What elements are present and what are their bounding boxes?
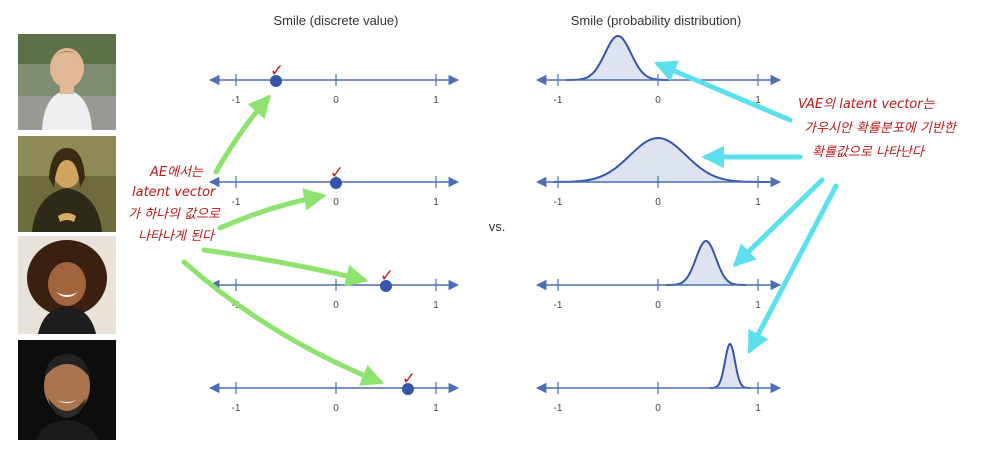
ae-note-line-4: 나타나게 된다 — [138, 229, 216, 244]
photo-man — [18, 340, 116, 440]
discrete-row3-data-point — [380, 280, 392, 292]
photo-mona-lisa — [18, 136, 116, 232]
girl-photo-icon — [18, 236, 116, 334]
discrete-row2-data-point — [330, 177, 342, 189]
cyan-arrow-4 — [747, 183, 839, 354]
green-arrows — [181, 94, 385, 386]
gaussian-row1-tick-label-0: -1 — [554, 95, 563, 106]
green-arrow-1 — [213, 94, 271, 175]
cyan-arrows — [653, 60, 839, 354]
gaussian-row3-tick-label-2: 1 — [755, 300, 761, 311]
gaussian-row4-tick-label-1: 0 — [655, 403, 661, 414]
green-arrow-4 — [181, 259, 385, 386]
discrete-row4-tick-label-1: 0 — [333, 403, 339, 414]
gaussian-row4-gaussian-fill — [710, 344, 750, 388]
ae-note: AE에서는 latent vector 가 하나의 값으로 나타나게 된다 — [128, 165, 221, 244]
vae-note-line-1: VAE의 latent vector는 — [798, 97, 936, 112]
discrete-row3-check-mark: ✓ — [380, 266, 394, 286]
gaussian-row3-gaussian-fill — [666, 241, 746, 285]
gaussian-row1-tick-label-2: 1 — [755, 95, 761, 106]
gaussian-row3-tick-label-1: 0 — [655, 300, 661, 311]
discrete-row4-check-mark: ✓ — [402, 369, 416, 389]
green-arrow-2 — [217, 188, 327, 231]
discrete-row2-tick-label-2: 1 — [433, 197, 439, 208]
ae-note-line-1: AE에서는 — [149, 165, 204, 180]
man-photo-icon — [18, 340, 116, 440]
vae-note-line-2: 가우시안 확률분포에 기반한 — [804, 121, 958, 136]
painting-photo-icon — [18, 136, 116, 232]
boy-photo-icon — [18, 34, 116, 130]
photo-girl — [18, 236, 116, 334]
discrete-row1-tick-label-1: 0 — [333, 95, 339, 106]
ae-note-line-2: latent vector — [132, 185, 217, 200]
ae-note-line-3: 가 하나의 값으로 — [128, 207, 221, 222]
discrete-row1-check-mark: ✓ — [270, 61, 284, 81]
discrete-row1-data-point — [270, 75, 282, 87]
vae-note-line-3: 확률값으로 나타난다 — [812, 145, 926, 160]
discrete-row4-data-point — [402, 383, 414, 395]
vae-note: VAE의 latent vector는 가우시안 확률분포에 기반한 확률값으로… — [798, 97, 958, 160]
discrete-row2-tick-label-1: 0 — [333, 197, 339, 208]
green-arrow-3 — [201, 247, 369, 287]
gaussian-row2-tick-label-1: 0 — [655, 197, 661, 208]
photo-boy — [18, 34, 116, 130]
distribution-axes: -1 0 1 -1 0 1 -1 0 1 -1 0 1 — [535, 34, 782, 414]
discrete-row4-tick-label-0: -1 — [232, 403, 241, 414]
gaussian-row3-tick-label-0: -1 — [554, 300, 563, 311]
discrete-row4-tick-label-2: 1 — [433, 403, 439, 414]
discrete-row3-tick-label-2: 1 — [433, 300, 439, 311]
gaussian-row2-tick-label-2: 1 — [755, 197, 761, 208]
gaussian-row2-gaussian-fill — [553, 138, 770, 182]
cyan-arrow-3 — [732, 177, 825, 268]
discrete-row2-tick-label-0: -1 — [232, 197, 241, 208]
discrete-row1-tick-label-0: -1 — [232, 95, 241, 106]
vs-label: vs. — [489, 219, 506, 234]
discrete-axes: -1 0 1✓-1 0 1✓-1 0 1✓-1 0 1✓ — [208, 61, 460, 414]
gaussian-row2-tick-label-0: -1 — [554, 197, 563, 208]
discrete-row2-check-mark: ✓ — [330, 163, 344, 183]
gaussian-row1-tick-label-1: 0 — [655, 95, 661, 106]
gaussian-row4-tick-label-0: -1 — [554, 403, 563, 414]
discrete-row3-tick-label-1: 0 — [333, 300, 339, 311]
gaussian-row4-tick-label-2: 1 — [755, 403, 761, 414]
discrete-row1-tick-label-2: 1 — [433, 95, 439, 106]
cyan-arrow-1 — [653, 60, 793, 123]
right-title: Smile (probability distribution) — [571, 13, 742, 28]
gaussian-row1-gaussian-fill — [566, 36, 670, 80]
left-title: Smile (discrete value) — [274, 13, 399, 28]
